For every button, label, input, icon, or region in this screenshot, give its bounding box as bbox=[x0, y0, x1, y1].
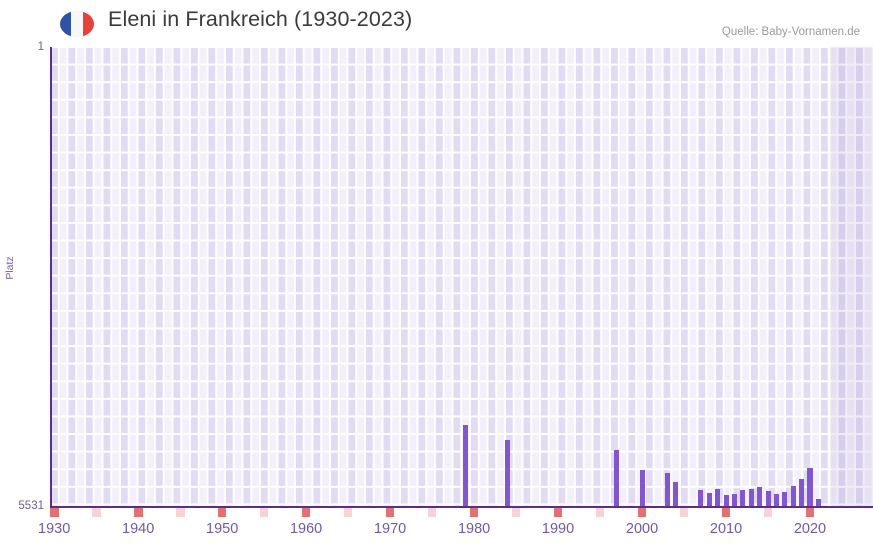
bar-2011 bbox=[731, 493, 737, 507]
chart-title: Eleni in Frankreich (1930-2023) bbox=[108, 7, 413, 31]
x-axis-line bbox=[50, 506, 873, 508]
bar-2021 bbox=[815, 499, 821, 507]
x-axis-label-1930: 1930 bbox=[38, 521, 71, 537]
x-axis-label-1970: 1970 bbox=[373, 521, 407, 537]
bar-2019 bbox=[799, 479, 805, 507]
bar-1979 bbox=[463, 424, 469, 507]
grid-lines bbox=[50, 47, 873, 507]
no-data-shaded-region bbox=[831, 47, 873, 507]
y-axis-top-label: 1 bbox=[37, 41, 44, 53]
x-tick-1940 bbox=[133, 508, 143, 517]
x-tick-1935 bbox=[91, 508, 101, 517]
x-axis-label-1960: 1960 bbox=[289, 521, 323, 537]
bar-2012 bbox=[740, 490, 746, 507]
bar-series bbox=[50, 47, 873, 507]
x-tick-1970 bbox=[385, 508, 395, 517]
x-axis-label-2020: 2020 bbox=[793, 521, 827, 537]
bar-2003 bbox=[664, 472, 670, 507]
source-attribution: Quelle: Baby-Vornamen.de bbox=[721, 26, 860, 38]
flag-stripe-blue bbox=[60, 11, 72, 37]
plot-area bbox=[50, 47, 873, 507]
x-tick-2000 bbox=[637, 508, 647, 517]
x-tick-1990 bbox=[553, 508, 563, 517]
x-tick-1945 bbox=[175, 508, 185, 517]
x-tick-1995 bbox=[595, 508, 605, 517]
x-axis-label-2010: 2010 bbox=[709, 521, 743, 537]
bar-2008 bbox=[706, 492, 712, 507]
x-tick-2005 bbox=[679, 508, 689, 517]
y-axis-bottom-label: 5531 bbox=[18, 500, 44, 512]
bar-2016 bbox=[773, 493, 779, 507]
flag-stripe-white bbox=[71, 11, 83, 37]
y-axis-line bbox=[50, 47, 52, 508]
bar-2009 bbox=[715, 489, 721, 507]
x-axis-label-1940: 1940 bbox=[122, 521, 155, 537]
bar-2010 bbox=[723, 495, 729, 507]
x-tick-1955 bbox=[259, 508, 269, 517]
bar-2014 bbox=[757, 486, 763, 507]
x-tick-2020 bbox=[805, 508, 815, 517]
x-axis-label-1950: 1950 bbox=[206, 521, 239, 537]
x-tick-2010 bbox=[721, 508, 731, 517]
x-tick-1965 bbox=[343, 508, 353, 517]
bar-1997 bbox=[614, 449, 620, 507]
x-tick-1960 bbox=[301, 508, 311, 517]
bar-2000 bbox=[639, 469, 645, 507]
flag-stripe-red bbox=[82, 11, 94, 37]
x-tick-2015 bbox=[763, 508, 773, 517]
y-axis-title: Platz bbox=[4, 256, 16, 280]
bar-2004 bbox=[673, 481, 679, 507]
x-tick-1975 bbox=[427, 508, 437, 517]
x-axis-label-2000: 2000 bbox=[625, 521, 659, 537]
x-tick-1985 bbox=[511, 508, 521, 517]
x-tick-1980 bbox=[469, 508, 479, 517]
bar-2015 bbox=[765, 491, 771, 507]
x-axis-label-1990: 1990 bbox=[541, 521, 575, 537]
bar-2007 bbox=[698, 490, 704, 507]
x-axis-label-1980: 1980 bbox=[457, 521, 491, 537]
bar-2017 bbox=[782, 491, 788, 507]
bar-2018 bbox=[790, 486, 796, 507]
bar-2020 bbox=[807, 467, 813, 507]
x-tick-1930 bbox=[49, 508, 59, 517]
x-tick-1950 bbox=[217, 508, 227, 517]
france-flag-icon bbox=[60, 11, 94, 37]
bar-1984 bbox=[505, 439, 511, 507]
bar-2013 bbox=[748, 488, 754, 507]
chart-header: Eleni in Frankreich (1930-2023) Quelle: … bbox=[0, 0, 873, 46]
